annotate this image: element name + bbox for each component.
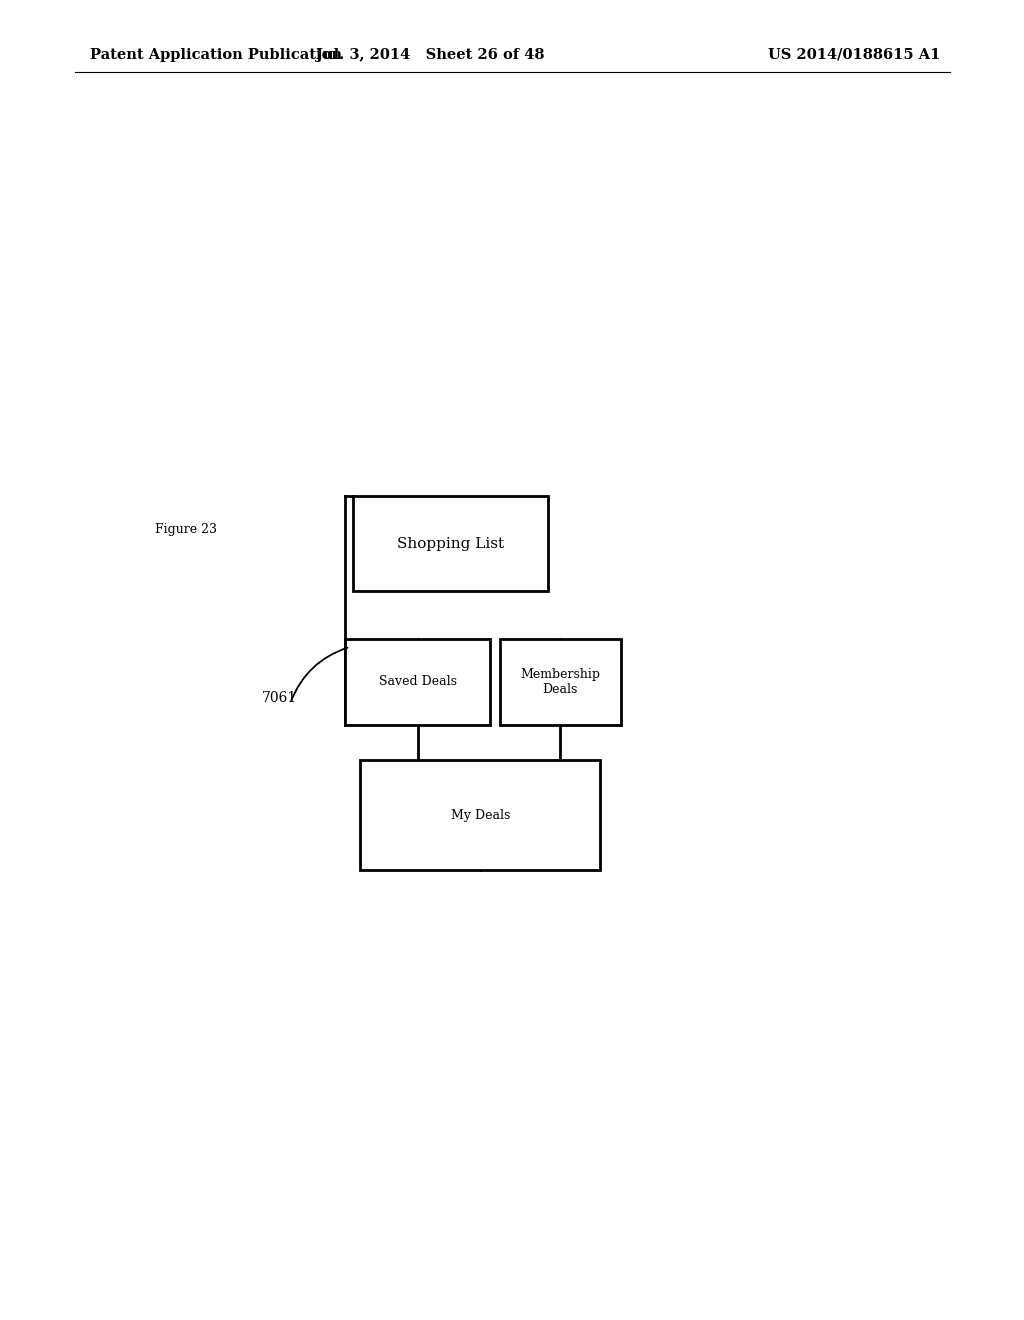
Bar — [353, 496, 548, 591]
Text: Patent Application Publication: Patent Application Publication — [90, 48, 342, 62]
Bar — [360, 760, 600, 870]
Bar — [500, 639, 621, 725]
Text: My Deals: My Deals — [451, 809, 510, 821]
FancyArrowPatch shape — [291, 648, 347, 701]
Text: Membership
Deals: Membership Deals — [520, 668, 600, 696]
Text: 7061: 7061 — [262, 690, 297, 705]
Bar — [345, 639, 490, 725]
Text: Figure 23: Figure 23 — [155, 524, 217, 536]
Text: Shopping List: Shopping List — [397, 537, 504, 550]
Text: US 2014/0188615 A1: US 2014/0188615 A1 — [768, 48, 940, 62]
Text: Jul. 3, 2014   Sheet 26 of 48: Jul. 3, 2014 Sheet 26 of 48 — [315, 48, 544, 62]
Text: Saved Deals: Saved Deals — [379, 676, 457, 688]
